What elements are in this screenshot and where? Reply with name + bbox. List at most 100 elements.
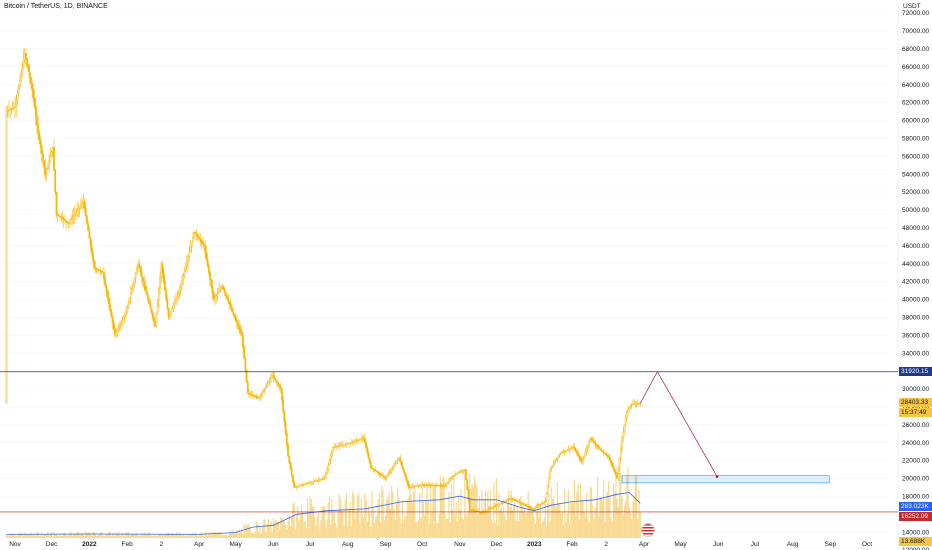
- volume-bar: [458, 495, 460, 538]
- volume-bar: [572, 501, 574, 538]
- volume-bar: [573, 480, 576, 538]
- candle-body: [612, 465, 615, 470]
- volume-bar: [116, 533, 118, 538]
- candle-body: [78, 206, 81, 209]
- volume-bar: [497, 524, 499, 538]
- volume-bar: [8, 536, 10, 538]
- volume-bar: [638, 489, 640, 538]
- chart-title: Bitcoin / TetherUS, 1D, BINANCE: [4, 3, 108, 10]
- volume-bar: [188, 535, 190, 538]
- candle-body: [165, 290, 167, 300]
- candle-body: [509, 498, 511, 500]
- volume-bar: [232, 529, 234, 538]
- volume-bar: [255, 520, 257, 538]
- volume-bar: [171, 533, 173, 538]
- candle-body: [143, 281, 146, 287]
- candle-body: [582, 458, 584, 463]
- candle-body: [554, 461, 556, 464]
- volume-bar: [547, 502, 549, 538]
- volume-bar: [313, 506, 315, 538]
- candle-body: [210, 279, 213, 287]
- candle-body: [153, 317, 155, 322]
- volume-bar: [217, 532, 220, 538]
- volume-bar: [494, 523, 496, 538]
- time-axis[interactable]: Nov Dec 2022 Feb 2 Apr May Jun Jul Aug Sep Oct Nov De…: [9, 541, 872, 548]
- candle-body: [176, 296, 178, 300]
- volume-bar: [119, 534, 121, 538]
- volume-bar: [454, 515, 456, 538]
- candle-body: [111, 316, 114, 323]
- volume-bar: [620, 472, 622, 538]
- volume-bar: [386, 499, 388, 538]
- volume-bar: [416, 522, 418, 538]
- volume-bar: [93, 532, 95, 538]
- candle-body: [451, 476, 454, 479]
- price-label: 16252.09: [899, 512, 932, 522]
- volume-bar: [451, 510, 454, 538]
- volume-bar: [209, 535, 211, 538]
- volume-bar: [501, 512, 504, 538]
- volume-bar: [515, 520, 517, 538]
- volume-bar: [286, 528, 288, 538]
- x-tick-label: May: [674, 541, 687, 548]
- volume-bar: [33, 535, 36, 538]
- volume-bar: [341, 509, 343, 538]
- candle-body: [89, 238, 92, 246]
- volume-bar: [185, 536, 187, 538]
- candle-body: [151, 312, 154, 318]
- candle-body: [237, 323, 239, 327]
- volume-bar: [325, 527, 327, 538]
- candle-body: [127, 302, 130, 309]
- candle-body: [22, 59, 25, 67]
- volume-bar: [197, 536, 199, 538]
- candle-body: [530, 507, 533, 509]
- candle-body: [279, 386, 282, 390]
- candle-body: [238, 326, 241, 330]
- volume-bar: [511, 510, 513, 538]
- candle-body: [55, 191, 58, 215]
- volume-bar: [225, 534, 227, 538]
- y-tick-label: 62000.00: [902, 100, 929, 107]
- volume-bar: [558, 502, 560, 538]
- volume-bar: [582, 499, 584, 538]
- volume-bar: [200, 532, 203, 538]
- volume-bar: [331, 498, 333, 538]
- volume-bar: [334, 523, 337, 538]
- volume-bar: [403, 520, 405, 538]
- volume-bar: [292, 503, 294, 538]
- candle-body: [199, 238, 202, 241]
- volume-bar: [490, 518, 493, 538]
- volume-bar: [272, 518, 275, 538]
- price-axis[interactable]: 72000.00 70000.00 68000.00 66000.00 64000.00…: [897, 0, 929, 550]
- candle-body: [392, 467, 394, 470]
- volume-bar: [568, 523, 571, 538]
- volume-bar: [120, 536, 122, 538]
- candle-body: [579, 457, 582, 461]
- candle-body: [452, 475, 455, 477]
- candle-body: [574, 449, 577, 452]
- candle-body: [170, 311, 172, 315]
- volume-bar: [322, 506, 324, 538]
- candle-body: [90, 245, 93, 254]
- volume-bar: [91, 535, 93, 538]
- candle-body: [120, 322, 122, 326]
- x-tick-label: Jun: [268, 541, 279, 548]
- candle-body: [446, 482, 449, 485]
- volume-bar: [94, 534, 97, 538]
- volume-bar: [130, 534, 132, 538]
- drawings[interactable]: [0, 370, 898, 535]
- volume-bar: [139, 536, 142, 538]
- volume-bar: [498, 492, 500, 538]
- volume-bar: [306, 498, 309, 538]
- projection-path: [639, 370, 718, 477]
- volume-bar: [499, 510, 501, 538]
- candle-body: [262, 389, 265, 392]
- volume-bar: [336, 527, 338, 538]
- volume-bar: [349, 502, 351, 538]
- candle-body: [212, 292, 215, 300]
- candle-body: [628, 407, 631, 410]
- volume-bar: [66, 536, 69, 538]
- volume-bar: [49, 533, 51, 538]
- volume-bar: [414, 488, 416, 538]
